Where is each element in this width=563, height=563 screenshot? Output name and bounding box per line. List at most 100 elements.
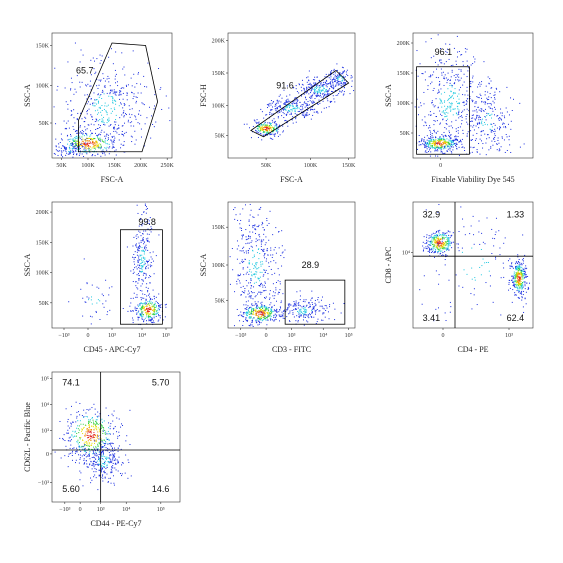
event-dot — [441, 74, 443, 76]
event-dot — [101, 114, 103, 116]
event-dot — [260, 319, 262, 321]
event-dot — [446, 236, 448, 238]
event-dot — [248, 273, 250, 275]
event-dot — [257, 277, 259, 279]
event-dot — [109, 124, 111, 126]
event-dot — [262, 250, 264, 252]
event-dot — [149, 319, 151, 321]
event-dot — [250, 316, 252, 318]
event-dot — [472, 147, 474, 149]
event-dot — [519, 292, 521, 294]
event-dot — [519, 287, 521, 289]
event-dot — [437, 146, 439, 148]
event-dot — [89, 135, 91, 137]
event-dot — [71, 434, 73, 436]
y-axis-label: SSC-A — [23, 253, 32, 276]
event-dot — [255, 264, 257, 266]
event-dot — [109, 93, 111, 95]
event-dot — [436, 68, 438, 70]
event-dot — [303, 308, 305, 310]
event-dot — [264, 244, 266, 246]
event-dot — [76, 145, 78, 147]
event-dot — [138, 246, 140, 248]
event-dot — [263, 269, 265, 271]
event-dot — [253, 304, 255, 306]
event-dot — [147, 228, 149, 230]
event-dot — [277, 101, 279, 103]
event-dot — [436, 142, 438, 144]
event-dot — [143, 241, 145, 243]
event-dot — [129, 305, 131, 307]
event-dot — [242, 250, 244, 252]
event-dot — [86, 143, 88, 145]
event-dot — [94, 105, 96, 107]
gate-label: 96.1 — [435, 47, 453, 57]
event-dot — [79, 458, 81, 460]
event-dot — [102, 119, 104, 121]
event-dot — [100, 111, 102, 113]
event-dot — [93, 124, 95, 126]
event-dot — [241, 227, 243, 229]
event-dot — [93, 144, 95, 146]
event-dot — [344, 83, 346, 85]
event-dot — [93, 432, 95, 434]
event-dot — [91, 303, 93, 305]
event-dot — [455, 119, 457, 121]
event-dot — [514, 275, 516, 277]
event-dot — [112, 145, 114, 147]
event-dot — [137, 305, 139, 307]
event-dot — [493, 94, 495, 96]
event-dot — [270, 247, 272, 249]
event-dot — [111, 140, 113, 142]
event-dot — [241, 250, 243, 252]
event-dot — [439, 235, 441, 237]
event-dot — [271, 256, 273, 258]
event-dot — [258, 248, 260, 250]
event-dot — [278, 106, 280, 108]
event-dot — [439, 240, 441, 242]
event-dot — [269, 314, 271, 316]
event-dot — [150, 307, 152, 309]
event-dot — [507, 123, 509, 125]
event-dot — [450, 125, 452, 127]
event-dot — [343, 303, 345, 305]
event-dot — [519, 274, 521, 276]
event-dot — [306, 112, 308, 114]
event-dot — [157, 314, 159, 316]
event-dot — [96, 419, 98, 421]
event-dot — [250, 291, 252, 293]
event-dot — [80, 423, 82, 425]
event-dot — [442, 143, 444, 145]
event-dot — [262, 263, 264, 265]
event-dot — [237, 219, 239, 221]
event-dot — [465, 103, 467, 105]
event-dot — [488, 270, 490, 272]
event-dot — [442, 248, 444, 250]
event-dot — [525, 291, 527, 293]
event-dot — [489, 107, 491, 109]
event-dot — [324, 76, 326, 78]
event-dot — [153, 313, 155, 315]
event-dot — [475, 109, 477, 111]
event-dot — [435, 141, 437, 143]
event-dot — [158, 234, 160, 236]
event-dot — [260, 248, 262, 250]
event-dot — [67, 134, 69, 136]
x-tick-label: 10⁴ — [319, 333, 327, 339]
event-dot — [82, 143, 84, 145]
event-dot — [247, 266, 249, 268]
event-dot — [277, 117, 279, 119]
event-dot — [513, 274, 515, 276]
event-dot — [112, 92, 114, 94]
event-dot — [429, 142, 431, 144]
event-dot — [307, 314, 309, 316]
event-dot — [277, 112, 279, 114]
event-dot — [118, 105, 120, 107]
event-dot — [262, 227, 264, 229]
event-dot — [91, 296, 93, 298]
event-dot — [273, 129, 275, 131]
event-dot — [343, 81, 345, 83]
event-dot — [448, 130, 450, 132]
event-dot — [453, 97, 455, 99]
event-dot — [452, 140, 454, 142]
